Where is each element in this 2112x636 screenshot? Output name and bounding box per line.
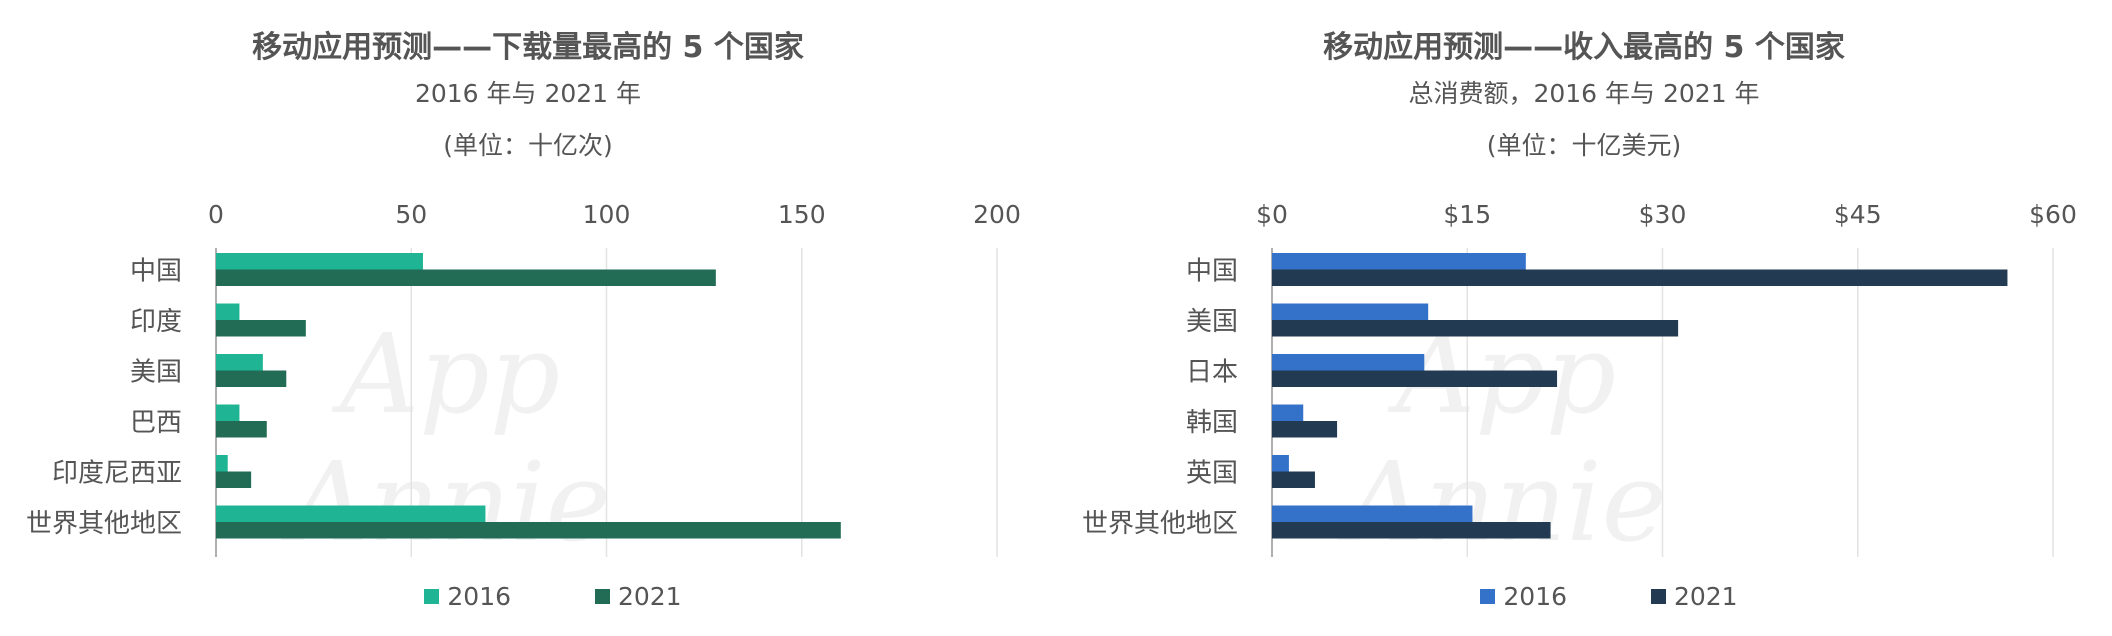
legend-item-2021: 2021 xyxy=(594,582,682,611)
bar-2016 xyxy=(216,354,263,371)
bar-2016 xyxy=(216,303,240,320)
chart-title: 移动应用预测——下载量最高的 5 个国家 xyxy=(252,30,804,65)
category-label: 美国 xyxy=(1186,307,1238,337)
legend-label: 2021 xyxy=(1673,582,1738,611)
category-label: 英国 xyxy=(1186,459,1238,489)
legend-item-2021: 2021 xyxy=(1650,582,1738,611)
bar-2021 xyxy=(216,522,841,539)
bar-2016 xyxy=(216,505,486,522)
x-tick-label: 50 xyxy=(395,200,427,229)
chart-unit-label: (单位：十亿美元) xyxy=(1486,131,1682,160)
chart-legend: 2016 2021 xyxy=(1056,582,2112,611)
legend-swatch-2016 xyxy=(424,589,440,604)
legend-swatch-2021 xyxy=(1650,589,1666,604)
watermark-logo: App Annie xyxy=(289,310,611,566)
bar-2016 xyxy=(1272,253,1526,270)
bar-2021 xyxy=(216,421,267,438)
chart-title: 移动应用预测——收入最高的 5 个国家 xyxy=(1323,30,1845,65)
category-label: 世界其他地区 xyxy=(1082,509,1238,539)
x-tick-label: $0 xyxy=(1256,200,1288,229)
chart-subtitle: 2016 年与 2021 年 xyxy=(414,79,642,108)
bar-2021 xyxy=(216,471,252,488)
bar-2021 xyxy=(1272,522,1551,539)
x-tick-label: $15 xyxy=(1443,200,1491,229)
legend-label: 2016 xyxy=(447,582,512,611)
legend-label: 2016 xyxy=(1503,582,1568,611)
legend-item-2016: 2016 xyxy=(1480,582,1567,611)
bar-2016 xyxy=(1272,505,1473,522)
revenue-chart-panel: 移动应用预测——收入最高的 5 个国家 总消费额，2016 年与 2021 年 … xyxy=(1056,0,2112,636)
chart-unit-label: (单位：十亿次) xyxy=(443,131,613,160)
category-label: 世界其他地区 xyxy=(26,509,182,539)
x-tick-label: $30 xyxy=(1639,200,1687,229)
bar-2016 xyxy=(216,253,423,270)
bar-2021 xyxy=(1272,421,1338,438)
category-label: 中国 xyxy=(1186,257,1238,287)
bar-2021 xyxy=(216,320,306,337)
bar-2021 xyxy=(1272,269,2008,286)
category-label: 印度 xyxy=(130,307,182,337)
bar-2021 xyxy=(1272,370,1558,387)
category-label: 韩国 xyxy=(1186,408,1238,438)
chart-legend: 2016 2021 xyxy=(0,582,1056,611)
bar-2016 xyxy=(216,455,228,472)
x-tick-label: 150 xyxy=(778,200,826,229)
chart-subtitle: 总消费额，2016 年与 2021 年 xyxy=(1408,79,1760,108)
x-tick-label: 200 xyxy=(973,200,1021,229)
bar-2016 xyxy=(1272,303,1429,320)
category-label: 中国 xyxy=(130,257,182,287)
bar-2021 xyxy=(216,370,287,387)
x-tick-label: 100 xyxy=(583,200,631,229)
bar-2016 xyxy=(1272,404,1304,421)
category-label: 日本 xyxy=(1186,358,1238,388)
category-label: 美国 xyxy=(130,358,182,388)
legend-swatch-2021 xyxy=(594,589,610,604)
legend-item-2016: 2016 xyxy=(424,582,511,611)
x-tick-label: $45 xyxy=(1834,200,1882,229)
x-tick-label: $60 xyxy=(2029,200,2077,229)
bar-2016 xyxy=(1272,354,1425,371)
legend-swatch-2016 xyxy=(1480,589,1496,604)
bar-2021 xyxy=(1272,471,1315,488)
bar-2021 xyxy=(216,269,716,286)
category-label: 印度尼西亚 xyxy=(52,459,182,489)
bar-2016 xyxy=(1272,455,1289,472)
downloads-chart-panel: 移动应用预测——下载量最高的 5 个国家 2016 年与 2021 年 (单位：… xyxy=(0,30,1056,611)
legend-label: 2021 xyxy=(617,582,682,611)
bar-2021 xyxy=(1272,320,1679,337)
bar-2016 xyxy=(216,404,240,421)
x-tick-label: 0 xyxy=(208,200,224,229)
category-label: 巴西 xyxy=(130,408,182,438)
